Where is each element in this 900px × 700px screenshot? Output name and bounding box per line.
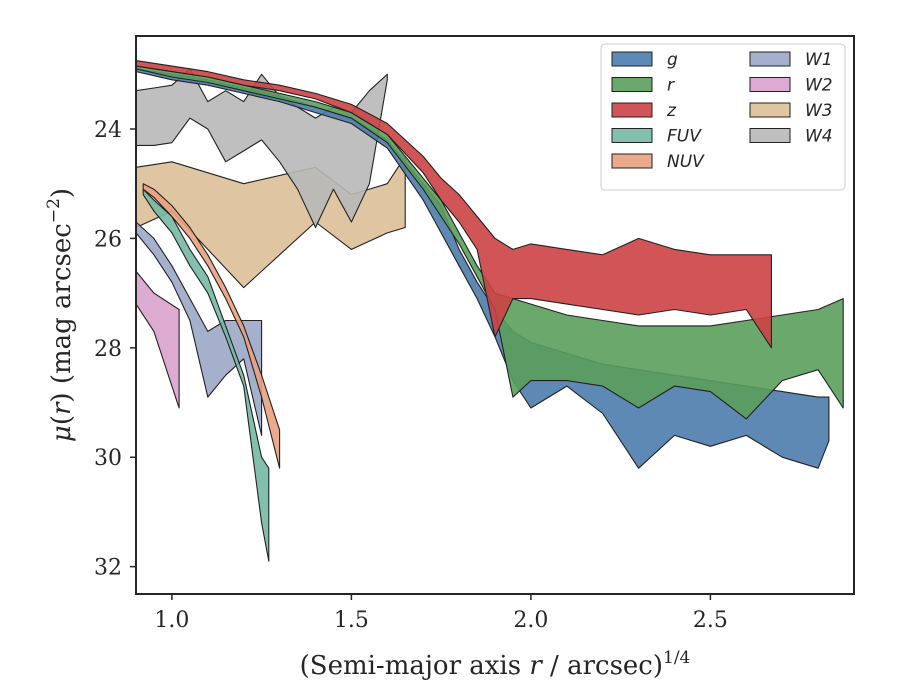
y-tick-label: 30 xyxy=(94,446,122,471)
y-tick-label: 26 xyxy=(94,227,122,252)
y-tick-label: 24 xyxy=(94,118,122,143)
x-tick-label: 1.0 xyxy=(154,608,189,633)
legend-label-w2: W2 xyxy=(805,76,833,96)
legend-swatch-w1 xyxy=(749,51,791,67)
legend-swatch-w3 xyxy=(749,102,791,118)
legend-swatch-nuv xyxy=(611,153,653,169)
legend-label-nuv: NUV xyxy=(667,152,705,172)
legend-swatch-z xyxy=(611,102,653,118)
y-tick-label: 32 xyxy=(94,556,122,581)
series-layer xyxy=(136,60,844,562)
band-fuv xyxy=(142,188,270,562)
legend-swatch-w4 xyxy=(749,128,791,143)
y-axis: 24 26 28 30 32 xyxy=(94,118,136,581)
band-z xyxy=(136,60,772,349)
legend-swatch-fuv xyxy=(611,128,653,143)
legend: grz FUV NUV W1 W2 W3 W4 xyxy=(600,43,846,191)
legend-swatch-w2 xyxy=(749,77,791,92)
x-tick-label: 2.0 xyxy=(513,608,548,633)
legend-label-r: r xyxy=(667,76,675,96)
y-tick-label: 28 xyxy=(94,337,122,362)
x-tick-label: 1.5 xyxy=(334,608,369,633)
band-w4 xyxy=(136,68,388,229)
legend-swatch-r xyxy=(611,77,653,92)
x-tick-label: 2.5 xyxy=(693,608,728,633)
x-axis-label: (Semi-major axis r / arcsec)1/4 xyxy=(300,648,691,681)
band-w2 xyxy=(136,270,180,409)
band-w1 xyxy=(136,221,263,436)
legend-label-g: g xyxy=(667,50,678,70)
band-nuv xyxy=(142,183,281,469)
legend-swatch-g xyxy=(611,51,653,67)
legend-label-z: z xyxy=(666,101,677,121)
band-r xyxy=(136,65,844,420)
legend-label-fuv: FUV xyxy=(667,127,702,147)
y-axis-label: μ(r) (mag arcsec−2) xyxy=(44,188,77,442)
plot-frame xyxy=(135,35,855,595)
legend-label-w4: W4 xyxy=(805,127,833,147)
legend-label-w3: W3 xyxy=(805,101,833,121)
legend-label-w1: W1 xyxy=(805,50,833,70)
x-axis: 1.0 1.5 2.0 2.5 xyxy=(154,594,728,633)
